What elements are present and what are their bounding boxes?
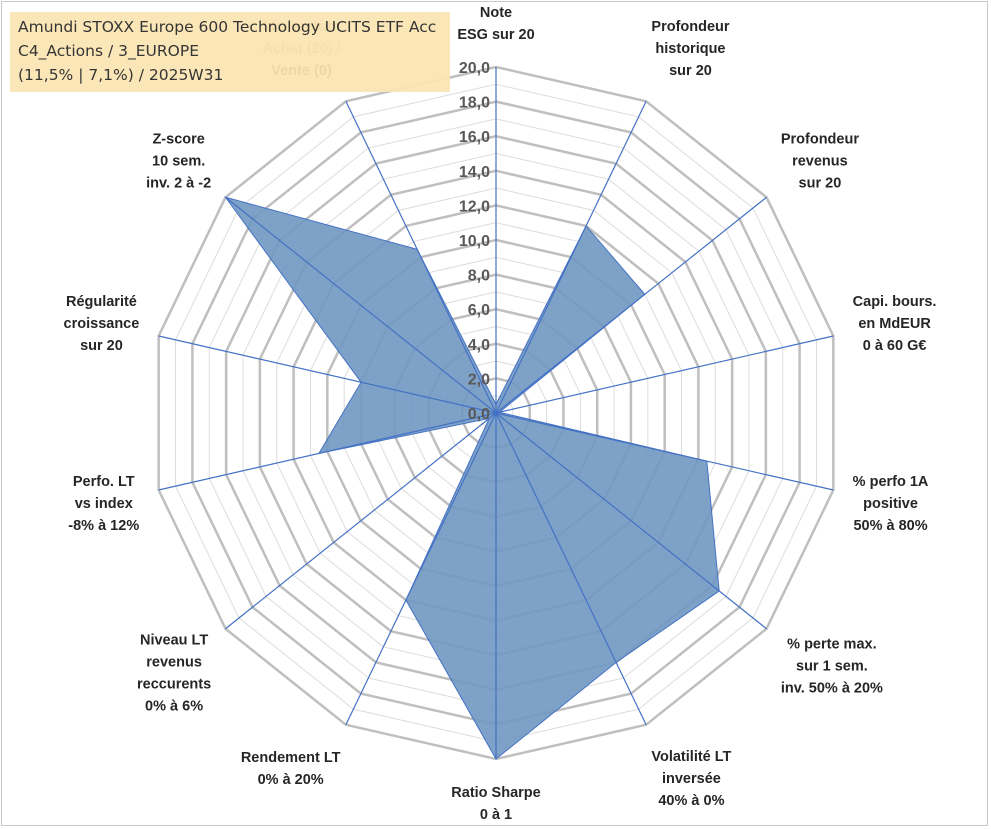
axis-label-line: Z-score xyxy=(152,131,204,147)
axis-label: Profondeur revenus sur 20 xyxy=(781,131,859,191)
tick-label: 8,0 xyxy=(468,268,490,285)
axis-label-line: Niveau LT xyxy=(140,632,208,648)
axis-label-line: 0 à 1 xyxy=(480,807,512,823)
title-line-3: (11,5% | 7,1%) / 2025W31 xyxy=(18,66,224,84)
axis-label-line: 50% à 80% xyxy=(853,518,927,534)
tick-label: 0,0 xyxy=(468,406,490,423)
axis-label-line: inversée xyxy=(662,771,721,787)
axis-label-line: inv. 50% à 20% xyxy=(781,681,883,697)
tick-label: 2,0 xyxy=(468,371,490,388)
axis-label-line: en MdEUR xyxy=(858,316,931,332)
tick-label: 16,0 xyxy=(459,129,490,146)
axis-label: Profondeur historique sur 20 xyxy=(651,19,729,79)
tick-label: 12,0 xyxy=(459,198,490,215)
axis-label-line: 40% à 0% xyxy=(658,793,724,809)
axis-spokes xyxy=(158,67,834,759)
axis-label: Régularité croissance sur 20 xyxy=(64,294,140,354)
tick-label: 14,0 xyxy=(459,164,490,181)
axis-label-line: -8% à 12% xyxy=(68,518,139,534)
axis-label-line: Rendement LT xyxy=(241,750,341,766)
axis-spoke xyxy=(345,412,497,725)
axis-label-line: % perfo 1A xyxy=(853,474,929,490)
axis-label-line: Perfo. LT xyxy=(73,474,135,490)
axis-label-line: positive xyxy=(863,496,918,512)
axis-label-line: Profondeur xyxy=(781,131,859,147)
axis-label: Z-score 10 sem. inv. 2 à -2 xyxy=(146,131,211,191)
axis-label-line: sur 20 xyxy=(799,175,842,191)
axis-spoke xyxy=(495,196,767,414)
axis-label-line: vs index xyxy=(75,496,133,512)
tick-label: 4,0 xyxy=(468,337,490,354)
axis-label: Note ESG sur 20 xyxy=(457,5,534,43)
axis-label-line: Régularité xyxy=(66,294,137,310)
axis-spoke xyxy=(495,412,834,491)
axis-spoke xyxy=(495,412,767,630)
axis-label-line: sur 1 sem. xyxy=(796,659,868,675)
axis-label-line: 0% à 20% xyxy=(258,772,324,788)
axis-label-line: reccurents xyxy=(137,676,211,692)
tick-label: 18,0 xyxy=(459,95,490,112)
axis-label-line: ESG sur 20 xyxy=(457,27,534,43)
axis-label: Rendement LT 0% à 20% xyxy=(241,750,341,788)
title-line-2: C4_Actions / 3_EUROPE xyxy=(18,42,199,60)
axis-label-line: revenus xyxy=(792,153,848,169)
axis-label-line: Ratio Sharpe xyxy=(451,785,540,801)
axis-label-line: Volatilité LT xyxy=(651,749,731,765)
axis-label-line: sur 20 xyxy=(80,338,123,354)
axis-label: Volatilité LT inversée 40% à 0% xyxy=(651,749,731,809)
axis-spoke xyxy=(345,101,497,414)
axis-label-line: croissance xyxy=(64,316,140,332)
axis-label: Niveau LT revenus reccurents 0% à 6% xyxy=(137,632,211,714)
axis-label-line: 0% à 6% xyxy=(145,698,203,714)
axis-spoke xyxy=(495,335,834,414)
axis-label: Ratio Sharpe 0 à 1 xyxy=(451,785,540,823)
tick-label: 20,0 xyxy=(459,60,490,77)
axis-label-line: sur 20 xyxy=(669,63,712,79)
axis-label: Capi. bours. en MdEUR 0 à 60 G€ xyxy=(853,294,937,354)
chart-title-box: Amundi STOXX Europe 600 Technology UCITS… xyxy=(10,12,450,92)
axis-spoke xyxy=(225,196,497,414)
tick-label: 10,0 xyxy=(459,233,490,250)
axis-label-line: revenus xyxy=(146,654,202,670)
axis-label: Perfo. LT vs index -8% à 12% xyxy=(68,474,139,534)
axis-spoke xyxy=(158,412,497,491)
axis-spoke xyxy=(495,412,647,725)
title-line-1: Amundi STOXX Europe 600 Technology UCITS… xyxy=(18,18,437,36)
axis-label-line: Capi. bours. xyxy=(853,294,937,310)
axis-label-line: Note xyxy=(480,5,512,21)
axis-label-line: 0 à 60 G€ xyxy=(863,338,927,354)
axis-label-line: inv. 2 à -2 xyxy=(146,175,211,191)
axis-spoke xyxy=(495,101,647,414)
axis-label-line: 10 sem. xyxy=(152,153,205,169)
axis-label-line: Profondeur xyxy=(651,19,729,35)
axis-label-line: historique xyxy=(655,41,725,57)
axis-spoke xyxy=(158,335,497,414)
radial-tick-labels: 0,0 2,0 4,0 6,0 8,0 10,0 12,0 14,0 16,0 18,0 20,0 xyxy=(459,60,490,423)
axis-spoke xyxy=(225,412,497,630)
axis-label: % perte max. sur 1 sem. inv. 50% à 20% xyxy=(781,637,883,697)
tick-label: 6,0 xyxy=(468,302,490,319)
axis-label-line: % perte max. xyxy=(787,637,876,653)
axis-label: % perfo 1A positive 50% à 80% xyxy=(853,474,929,534)
